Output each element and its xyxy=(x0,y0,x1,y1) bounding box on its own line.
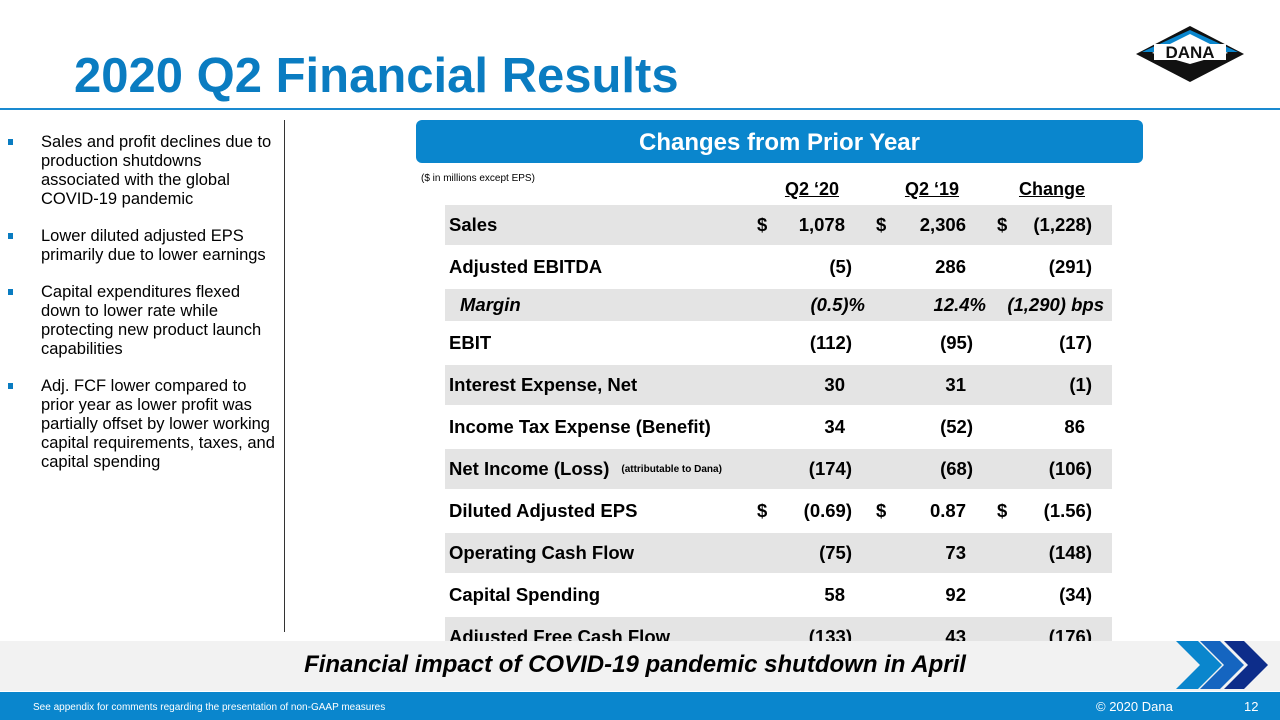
bullet-text: Adj. FCF lower compared to prior year as… xyxy=(41,377,275,471)
copyright: © 2020 Dana xyxy=(1096,699,1173,714)
row-label: Net Income (Loss) (attributable to Dana) xyxy=(449,458,722,480)
takeaway-text: Financial impact of COVID-19 pandemic sh… xyxy=(304,651,966,678)
cell-value: (75) xyxy=(819,542,852,563)
row-label-text: Margin xyxy=(460,294,521,315)
cell-value: (52) xyxy=(940,416,973,437)
cell-value: 0.87 xyxy=(929,500,966,521)
bullet-text: Sales and profit declines due to product… xyxy=(41,133,272,208)
row-label-text: Diluted Adjusted EPS xyxy=(449,500,638,521)
table-row: EBIT (112) (95) (17) xyxy=(445,323,1112,363)
cell-value: (34) xyxy=(1059,584,1092,605)
row-label: Adjusted EBITDA xyxy=(449,256,602,278)
takeaway-band xyxy=(0,641,1280,691)
cell-value: 286 xyxy=(935,256,966,277)
cell-value: (174) xyxy=(808,458,852,479)
dollar-sign: $ xyxy=(997,214,1008,235)
row-label-text: Capital Spending xyxy=(449,584,601,605)
row-label: Margin xyxy=(460,294,521,316)
row-label-text: Income Tax Expense (Benefit) xyxy=(449,416,711,437)
cell-value: (148) xyxy=(1048,542,1092,563)
row-label: EBIT xyxy=(449,332,491,354)
row-label-text: Net Income (Loss) xyxy=(449,458,610,479)
column-header: Q2 ‘20 xyxy=(784,179,840,199)
row-label-text: Interest Expense, Net xyxy=(449,374,638,395)
cell-value: (95) xyxy=(940,332,973,353)
cell-value: (1.56) xyxy=(1043,500,1092,521)
table-row: Net Income (Loss) (attributable to Dana) (… xyxy=(445,449,1112,489)
table-row: Income Tax Expense (Benefit) 34 (52) 86 xyxy=(445,407,1112,447)
title-rule xyxy=(0,108,1280,110)
row-label-text: Operating Cash Flow xyxy=(449,542,635,563)
dollar-sign: $ xyxy=(757,214,768,235)
dollar-sign: $ xyxy=(876,214,887,235)
page-number: 12 xyxy=(1244,699,1259,714)
cell-value: 34 xyxy=(824,416,845,437)
cell-value: (5) xyxy=(829,256,852,277)
row-label-text: Adjusted EBITDA xyxy=(449,256,603,277)
table-row: Adjusted EBITDA (5) 286 (291) xyxy=(445,247,1112,287)
chevrons-icon xyxy=(1176,641,1268,689)
row-label-text: EBIT xyxy=(449,332,492,353)
dana-logo: DANA xyxy=(1136,26,1244,82)
table-banner: Changes from Prior Year xyxy=(416,120,1143,163)
results-table: Sales $1,078 $2,306 $ (1,228) Adjusted EBITDA… xyxy=(445,205,1112,659)
footer-note: See appendix for comments regarding the … xyxy=(33,702,386,713)
cell-value: 30 xyxy=(824,374,845,395)
table-row: Operating Cash Flow (75) 73 (148) xyxy=(445,533,1112,573)
cell-value: 58 xyxy=(824,584,845,605)
bullet-text: Capital expenditures flexed down to lowe… xyxy=(41,283,262,358)
bullet-item: Sales and profit declines due to product… xyxy=(8,133,278,209)
row-label: Income Tax Expense (Benefit) xyxy=(449,416,711,438)
cell-value: 86 xyxy=(1064,416,1085,437)
cell-value: 73 xyxy=(945,542,966,563)
svg-text:DANA: DANA xyxy=(1165,43,1214,62)
cell-value: 12.4% xyxy=(933,294,986,315)
units-note: ($ in millions except EPS) xyxy=(421,173,535,184)
dollar-sign: $ xyxy=(757,500,768,521)
table-row: Diluted Adjusted EPS $ (0.69) $0.87 $ (1.56) xyxy=(445,491,1112,531)
cell-value: 92 xyxy=(945,584,966,605)
cell-value: (106) xyxy=(1048,458,1092,479)
row-label: Interest Expense, Net xyxy=(449,374,637,396)
cell-value: (1,228) xyxy=(1033,214,1092,235)
row-label: Sales xyxy=(449,214,497,236)
divider xyxy=(284,120,285,632)
bullet-item: Adj. FCF lower compared to prior year as… xyxy=(8,377,278,472)
footer-bar: See appendix for comments regarding the … xyxy=(0,692,1280,720)
cell-value: (1,290) bps xyxy=(1007,294,1104,315)
table-row: Capital Spending 58 92 (34) xyxy=(445,575,1112,615)
cell-value: (68) xyxy=(940,458,973,479)
table-row: Interest Expense, Net 30 31 (1) xyxy=(445,365,1112,405)
cell-value: (17) xyxy=(1059,332,1092,353)
cell-value: (1) xyxy=(1069,374,1092,395)
bullet-text: Lower diluted adjusted EPS primarily due… xyxy=(41,227,266,264)
row-label-text: Sales xyxy=(449,214,498,235)
row-label: Operating Cash Flow xyxy=(449,542,634,564)
cell-value: (291) xyxy=(1048,256,1092,277)
column-header: Change xyxy=(1018,179,1085,199)
bullet-item: Capital expenditures flexed down to lowe… xyxy=(8,283,278,359)
dollar-sign: $ xyxy=(876,500,887,521)
row-label-note: (attributable to Dana) xyxy=(621,464,722,475)
row-label: Diluted Adjusted EPS xyxy=(449,500,637,522)
cell-value: (0.69) xyxy=(803,500,852,521)
bullet-item: Lower diluted adjusted EPS primarily due… xyxy=(8,227,278,265)
table-row: Margin (0.5)% 12.4% (1,290) bps xyxy=(445,289,1112,321)
cell-value: 1,078 xyxy=(798,214,845,235)
cell-value: (112) xyxy=(809,332,852,353)
column-header: Q2 ‘19 xyxy=(904,179,960,199)
cell-value: 2,306 xyxy=(919,214,966,235)
table-row: Sales $1,078 $2,306 $ (1,228) xyxy=(445,205,1112,245)
cell-value: (0.5)% xyxy=(810,294,866,315)
dollar-sign: $ xyxy=(997,500,1008,521)
cell-value: 31 xyxy=(945,374,966,395)
row-label: Capital Spending xyxy=(449,584,600,606)
slide-title: 2020 Q2 Financial Results xyxy=(74,49,679,103)
bullet-list: Sales and profit declines due to product… xyxy=(8,133,278,490)
